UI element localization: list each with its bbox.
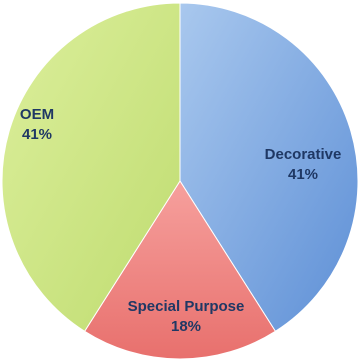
pie-slice-oem — [1, 2, 181, 332]
pie-labels: Decorative 41% Special Purpose 18% OEM 41% — [20, 106, 341, 335]
pie-slice-decorative — [179, 2, 359, 332]
slice-value-special-purpose: 18% — [171, 318, 201, 335]
slice-value-decorative: 41% — [288, 166, 318, 183]
slice-label-special-purpose: Special Purpose — [128, 298, 245, 315]
slice-label-oem: OEM — [20, 106, 54, 123]
slice-label-decorative: Decorative — [265, 146, 342, 163]
slice-value-oem: 41% — [22, 126, 52, 143]
pie-slice-special-purpose — [83, 180, 277, 360]
